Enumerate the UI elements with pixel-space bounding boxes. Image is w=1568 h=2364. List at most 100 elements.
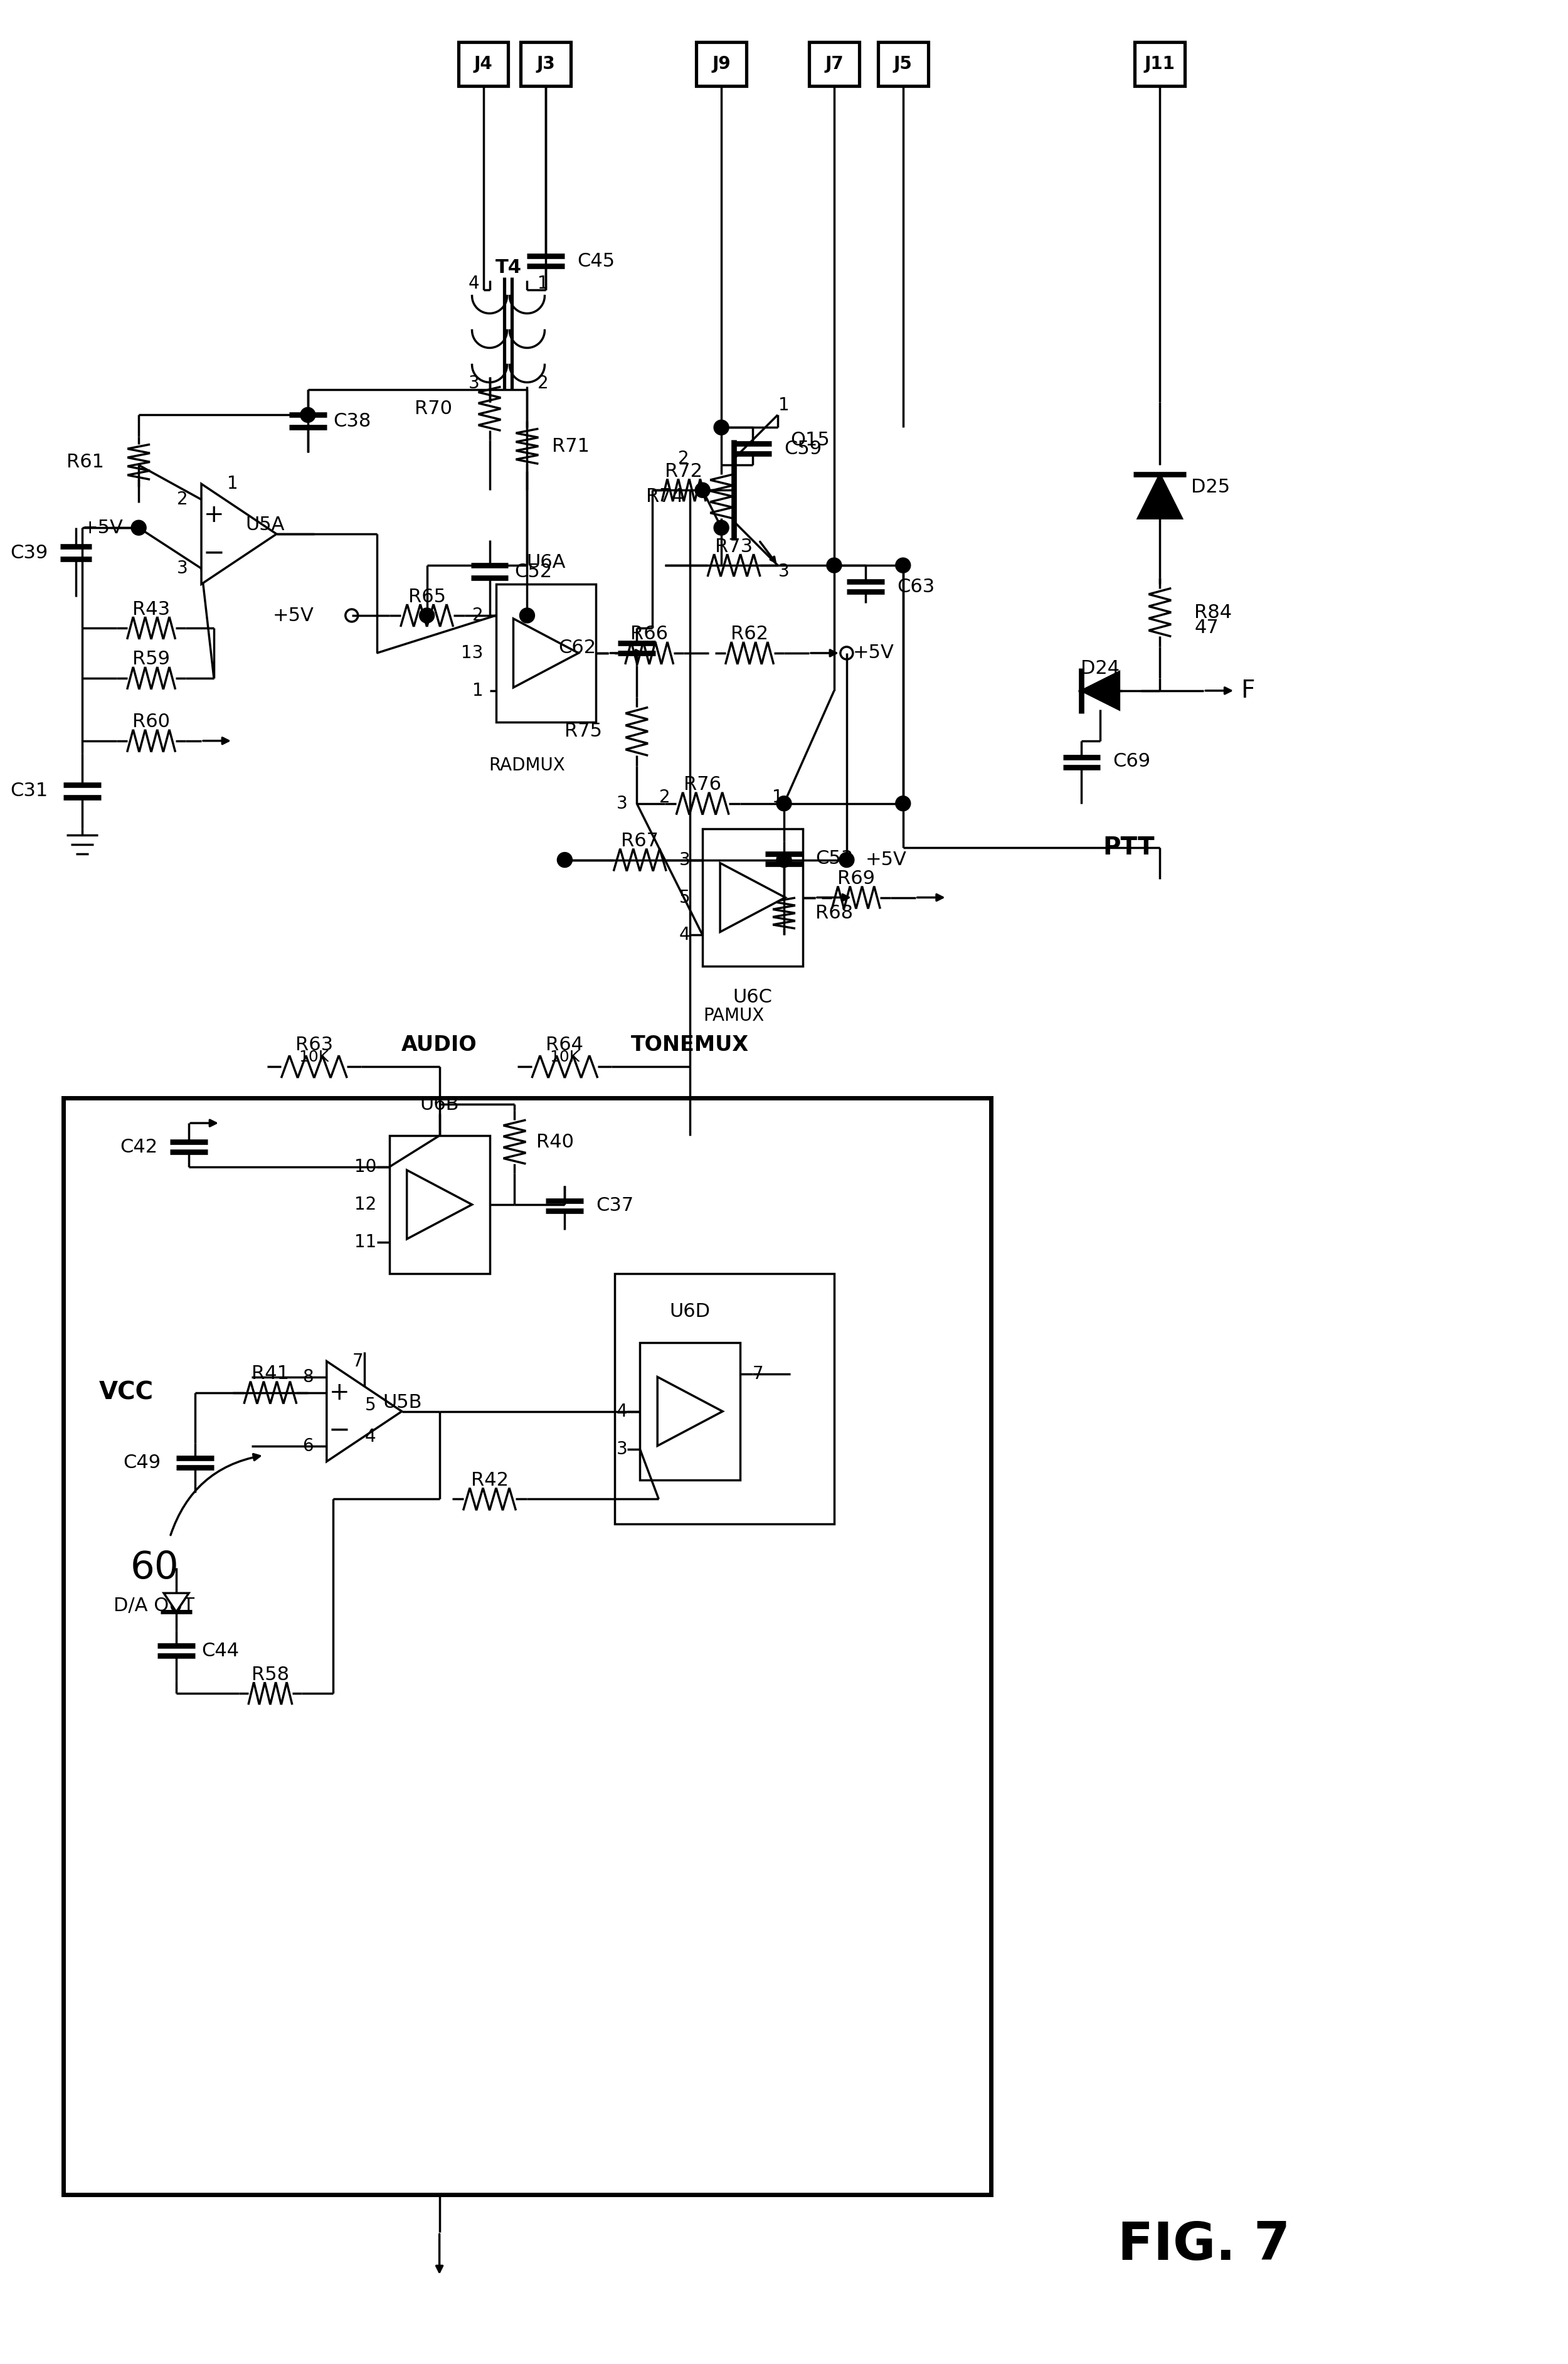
Text: J11: J11 bbox=[1145, 54, 1176, 73]
Text: +5V: +5V bbox=[866, 851, 906, 870]
Text: C53: C53 bbox=[815, 849, 853, 868]
Text: R68: R68 bbox=[815, 903, 853, 922]
Text: 3: 3 bbox=[778, 563, 790, 582]
Text: R67: R67 bbox=[621, 832, 659, 851]
Text: R84: R84 bbox=[1195, 603, 1232, 622]
Text: 4: 4 bbox=[679, 927, 690, 943]
Polygon shape bbox=[1082, 671, 1120, 709]
Text: C69: C69 bbox=[1113, 752, 1151, 771]
Text: 11: 11 bbox=[354, 1234, 376, 1251]
Text: R72: R72 bbox=[665, 463, 702, 480]
Polygon shape bbox=[201, 485, 276, 584]
Text: C62: C62 bbox=[558, 638, 596, 657]
Circle shape bbox=[695, 482, 710, 499]
Text: +: + bbox=[329, 1381, 350, 1404]
Text: U6B: U6B bbox=[420, 1095, 459, 1113]
Text: +5V: +5V bbox=[273, 608, 314, 624]
Text: R75: R75 bbox=[564, 723, 602, 740]
Text: 3: 3 bbox=[469, 376, 480, 392]
Text: TONEMUX: TONEMUX bbox=[630, 1035, 750, 1054]
Text: D25: D25 bbox=[1192, 478, 1231, 496]
Text: 2: 2 bbox=[679, 449, 690, 468]
Circle shape bbox=[895, 558, 911, 572]
Text: U6A: U6A bbox=[527, 553, 566, 572]
Circle shape bbox=[713, 421, 729, 435]
Text: 6: 6 bbox=[303, 1437, 314, 1454]
Text: Q15: Q15 bbox=[790, 430, 829, 449]
Text: 4: 4 bbox=[365, 1428, 376, 1444]
Polygon shape bbox=[657, 1376, 723, 1447]
Polygon shape bbox=[163, 1593, 188, 1612]
Text: +5V: +5V bbox=[82, 518, 124, 537]
Text: 5: 5 bbox=[365, 1397, 376, 1414]
Text: R76: R76 bbox=[684, 775, 721, 794]
Circle shape bbox=[826, 558, 842, 572]
Text: 5: 5 bbox=[679, 889, 690, 905]
Circle shape bbox=[419, 608, 434, 624]
Text: 1: 1 bbox=[227, 475, 238, 492]
Text: C49: C49 bbox=[122, 1454, 160, 1473]
Text: 4: 4 bbox=[616, 1402, 627, 1421]
Bar bbox=[64, 1097, 991, 2194]
Text: R61: R61 bbox=[66, 454, 103, 470]
Text: 2: 2 bbox=[177, 492, 188, 508]
Text: 3: 3 bbox=[679, 851, 690, 868]
Text: D24: D24 bbox=[1080, 660, 1120, 678]
Text: C59: C59 bbox=[784, 440, 822, 459]
Text: R62: R62 bbox=[731, 624, 768, 643]
Text: R70: R70 bbox=[414, 400, 452, 418]
Text: 3: 3 bbox=[177, 560, 188, 577]
Text: 10K: 10K bbox=[550, 1050, 580, 1064]
Text: 7: 7 bbox=[753, 1364, 764, 1383]
Text: 12: 12 bbox=[354, 1196, 376, 1213]
Circle shape bbox=[557, 853, 572, 868]
Text: T4: T4 bbox=[495, 258, 522, 277]
Text: C31: C31 bbox=[9, 782, 49, 799]
Text: C37: C37 bbox=[596, 1196, 633, 1215]
Text: J7: J7 bbox=[825, 54, 844, 73]
Text: R59: R59 bbox=[132, 650, 169, 669]
Text: R40: R40 bbox=[536, 1132, 574, 1151]
Text: +: + bbox=[204, 504, 224, 527]
Text: J9: J9 bbox=[712, 54, 731, 73]
Text: FIG. 7: FIG. 7 bbox=[1118, 2220, 1290, 2269]
Text: 4: 4 bbox=[469, 274, 480, 293]
Text: R63: R63 bbox=[295, 1035, 332, 1054]
Text: R41: R41 bbox=[251, 1364, 289, 1383]
Text: C44: C44 bbox=[201, 1641, 238, 1660]
Text: −: − bbox=[328, 1416, 350, 1444]
Text: J3: J3 bbox=[536, 54, 555, 73]
Text: 8: 8 bbox=[303, 1369, 314, 1385]
Text: U5A: U5A bbox=[245, 515, 284, 534]
Text: C63: C63 bbox=[897, 577, 935, 596]
Text: U5B: U5B bbox=[383, 1392, 422, 1411]
Text: R58: R58 bbox=[251, 1667, 289, 1683]
Text: 7: 7 bbox=[353, 1352, 364, 1371]
Text: 2: 2 bbox=[538, 376, 549, 392]
Text: J4: J4 bbox=[474, 54, 492, 73]
Text: 3: 3 bbox=[616, 794, 627, 813]
Text: R73: R73 bbox=[715, 537, 753, 556]
Text: R66: R66 bbox=[630, 624, 668, 643]
Bar bbox=[702, 827, 803, 967]
Text: U6C: U6C bbox=[732, 988, 773, 1007]
Text: 2: 2 bbox=[660, 790, 671, 806]
Bar bbox=[521, 43, 571, 85]
Circle shape bbox=[132, 520, 146, 534]
Circle shape bbox=[519, 608, 535, 624]
Text: +5V: +5V bbox=[853, 643, 894, 662]
Text: 10: 10 bbox=[354, 1158, 376, 1175]
Text: R43: R43 bbox=[132, 600, 169, 619]
Circle shape bbox=[776, 797, 792, 811]
Polygon shape bbox=[406, 1170, 472, 1239]
Text: R69: R69 bbox=[837, 870, 875, 889]
Text: R71: R71 bbox=[552, 437, 590, 456]
Polygon shape bbox=[513, 619, 579, 688]
Circle shape bbox=[713, 520, 729, 534]
Bar bbox=[458, 43, 508, 85]
Bar bbox=[615, 1274, 834, 1525]
Text: −: − bbox=[202, 539, 224, 565]
Text: 1: 1 bbox=[771, 790, 784, 806]
Polygon shape bbox=[1138, 475, 1182, 518]
Text: VCC: VCC bbox=[99, 1381, 154, 1404]
